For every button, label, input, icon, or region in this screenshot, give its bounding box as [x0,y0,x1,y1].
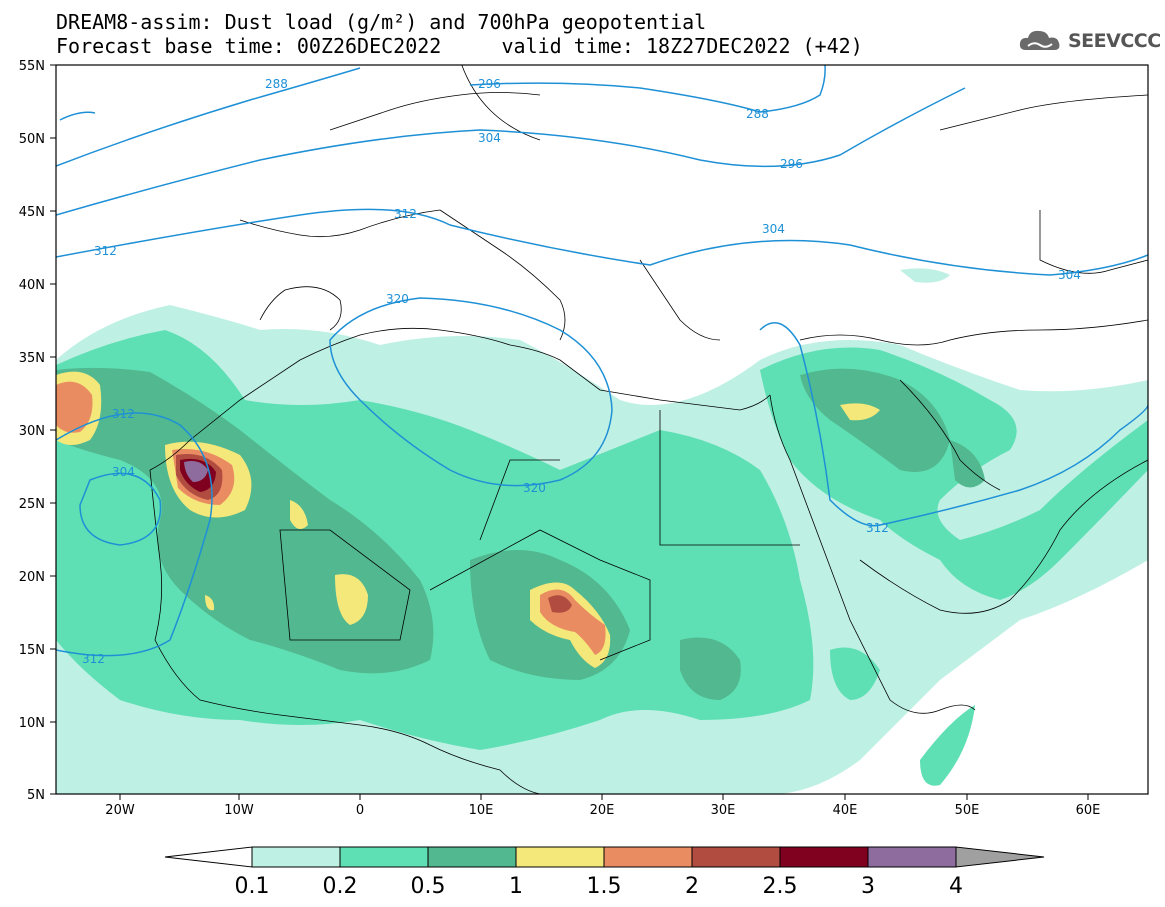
contour-label: 312 [82,652,105,666]
brand-logo: SEEVCCC [1018,26,1161,56]
contour-label: 312 [394,207,417,221]
colorbar-segment [427,846,517,868]
lat-tick-label: 50N [19,132,45,147]
lat-tick-label: 55N [19,59,45,74]
contour-label: 320 [386,292,409,306]
colorbar-tick-label: 0.5 [411,874,446,899]
colorbar-tick-label: 0.2 [323,874,358,899]
colorbar-segment [339,846,429,868]
lon-tick-label: 10E [469,803,494,818]
longitude-axis: 20W 10W 0 10E 20E 30E 40E 50E 60E [105,794,1100,818]
lon-tick-label: 30E [711,803,736,818]
colorbar-segment [603,846,693,868]
colorbar: 0.1 0.2 0.5 1 1.5 2 2.5 3 4 [164,846,1045,899]
contour-label: 288 [265,77,288,91]
lon-tick-label: 20E [590,803,615,818]
colorbar-tick-label: 2 [685,874,699,899]
colorbar-segment [779,846,869,868]
colorbar-arrow-right [955,846,1045,868]
colorbar-segment [691,846,781,868]
dust-shading-layer [56,268,1148,794]
lon-tick-label: 60E [1076,803,1101,818]
map-title: DREAM8-assim: Dust load (g/m²) and 700hP… [56,10,707,34]
lat-tick-label: 25N [19,497,45,512]
lat-tick-label: 45N [19,205,45,220]
contour-label: 320 [523,481,546,495]
contour-label: 304 [762,222,785,236]
colorbar-tick-label: 0.1 [235,874,270,899]
lat-tick-label: 5N [27,788,45,803]
latitude-axis: 55N 50N 45N 40N 35N 30N 25N 20N 15N 10N … [19,59,56,803]
colorbar-segment [251,846,341,868]
cloud-logo-icon [1019,30,1060,50]
contour-label-group: 288 296 288 304 296 312 304 312 320 312 … [82,77,1081,666]
contour-label: 304 [1058,268,1081,282]
contour-label: 312 [94,244,117,258]
lon-tick-label: 40E [833,803,858,818]
coastline-layer [149,65,1148,794]
colorbar-tick-label: 1 [509,874,523,899]
lat-tick-label: 10N [19,716,45,731]
contour-label: 312 [112,407,135,421]
lon-tick-label: 20W [105,803,135,818]
contour-label: 296 [478,77,501,91]
colorbar-tick-label: 1.5 [587,874,622,899]
lon-tick-label: 50E [955,803,980,818]
colorbar-arrow-left [164,846,253,868]
contour-label: 304 [478,131,501,145]
lat-tick-label: 20N [19,570,45,585]
lat-tick-label: 30N [19,424,45,439]
colorbar-tick-label: 4 [949,874,963,899]
contour-label: 304 [112,465,135,479]
colorbar-segment [867,846,957,868]
lat-tick-label: 15N [19,643,45,658]
contour-label: 296 [780,157,803,171]
lon-tick-label: 0 [356,803,364,818]
lat-tick-label: 40N [19,278,45,293]
colorbar-segment [515,846,605,868]
brand-name: SEEVCCC [1068,30,1161,52]
map-subtitle: Forecast base time: 00Z26DEC2022 valid t… [56,34,863,58]
contour-label: 312 [866,521,889,535]
colorbar-tick-label: 3 [861,874,875,899]
geopotential-contours [56,65,1148,657]
lat-tick-label: 35N [19,351,45,366]
contour-label: 288 [746,107,769,121]
lon-tick-label: 10W [224,803,254,818]
colorbar-tick-label: 2.5 [763,874,798,899]
